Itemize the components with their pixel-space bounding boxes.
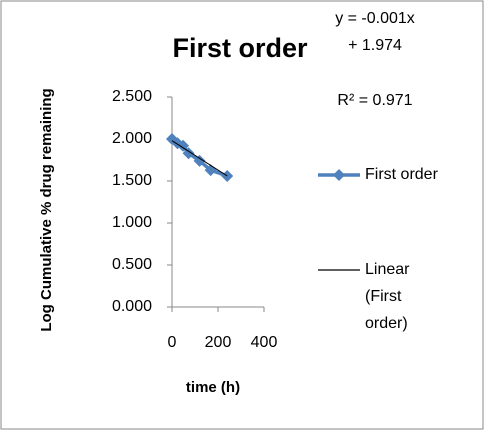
legend-label: First order bbox=[365, 166, 438, 183]
x-axis-label: time (h) bbox=[186, 379, 240, 396]
x-tick-label: 0 bbox=[168, 334, 177, 351]
data-point bbox=[193, 154, 206, 167]
equation-label: y = -0.001x + 1.974 bbox=[335, 10, 415, 54]
chart-title: First order bbox=[172, 33, 308, 63]
legend-marker bbox=[333, 169, 345, 181]
y-tick-label: 1.000 bbox=[112, 214, 152, 231]
r-squared-label: R² = 0.971 bbox=[337, 92, 413, 109]
data-point bbox=[182, 147, 195, 160]
trendline bbox=[171, 140, 228, 177]
y-tick-label: 2.000 bbox=[112, 130, 152, 147]
y-tick-label: 2.500 bbox=[112, 88, 152, 105]
y-tick-label: 0.500 bbox=[112, 256, 152, 273]
data-point bbox=[177, 139, 190, 152]
y-tick-label: 1.500 bbox=[112, 172, 152, 189]
x-tick-label: 200 bbox=[205, 334, 232, 351]
legend-label: Linear (First order) bbox=[365, 261, 410, 332]
y-axis-label: Log Cumulative % drug remaining bbox=[38, 88, 55, 331]
x-tick-label: 400 bbox=[251, 334, 278, 351]
y-tick-label: 0.000 bbox=[112, 298, 152, 315]
